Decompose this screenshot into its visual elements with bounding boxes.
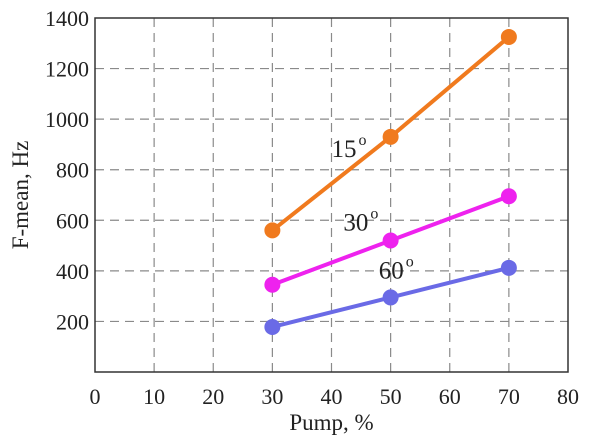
x-axis-label: Pump, % [289,410,373,435]
x-tick-label: 10 [143,384,165,409]
series-label: 60 [379,257,404,284]
data-point [264,222,281,239]
data-point [382,232,399,249]
y-tick-label: 1000 [45,107,89,132]
data-point [500,28,517,45]
x-tick-label: 60 [439,384,461,409]
x-tick-label: 70 [498,384,520,409]
y-tick-label: 600 [56,208,89,233]
data-point [382,128,399,145]
x-tick-label: 50 [380,384,402,409]
series-annotations: 15 o30 o60 o [332,132,414,284]
y-tick-label: 1400 [45,6,89,31]
data-point [382,289,399,306]
data-point [500,259,517,276]
x-tick-label: 20 [202,384,224,409]
series-label-degree: o [406,253,414,270]
data-point [264,276,281,293]
x-tick-label: 40 [321,384,343,409]
series-label: 30 [343,209,368,236]
x-axis-ticks: 0 10 20 30 40 50 60 70 80 [90,384,580,409]
series-label-degree: o [359,132,367,149]
x-tick-label: 80 [557,384,579,409]
x-tick-label: 0 [90,384,101,409]
x-tick-label: 30 [261,384,283,409]
series-label-degree: o [370,205,378,222]
series-label: 15 [332,136,357,163]
grid [95,18,568,372]
y-tick-label: 200 [56,309,89,334]
y-tick-label: 1200 [45,57,89,82]
plot-frame [94,17,569,373]
data-point [500,188,517,205]
y-axis-ticks: 200 400 600 800 1000 1200 1400 [45,6,89,334]
y-tick-label: 800 [56,158,89,183]
y-axis-label: F-mean, Hz [8,141,33,250]
series-layer [264,28,517,335]
data-point [264,318,281,335]
y-tick-label: 400 [56,259,89,284]
